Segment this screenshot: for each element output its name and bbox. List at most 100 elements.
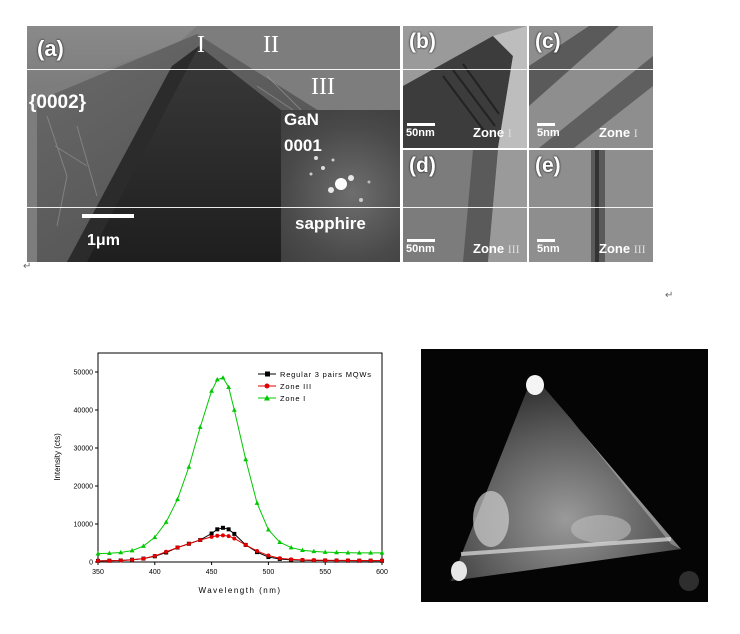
data-point (379, 550, 385, 555)
data-point (220, 525, 225, 530)
data-point (255, 548, 260, 553)
panel-c-label: (c) (535, 30, 561, 53)
legend-label-zone1: Zone I (280, 394, 306, 403)
divider-line (27, 207, 400, 208)
zone-mark-2: II (263, 32, 279, 58)
axis-ticks: 350 400 450 500 550 600 0 10000 20000 30000 40000 5… (74, 370, 388, 577)
y-axis-label: Intensity (cts) (53, 433, 62, 481)
data-point (323, 558, 328, 563)
data-point (277, 539, 283, 545)
scale-bar (537, 239, 555, 242)
zone-label: Zone III (599, 241, 646, 257)
data-point (300, 547, 305, 553)
data-point (254, 500, 260, 505)
data-point (215, 533, 220, 538)
x-tick-label: 350 (92, 569, 104, 576)
legend-label-regular: Regular 3 pairs MQWs (280, 370, 372, 379)
panel-d-micrograph: (d) 50nm Zone III (403, 150, 527, 262)
plot-frame (97, 352, 383, 563)
data-point (289, 557, 294, 562)
zone-number: III (633, 242, 646, 256)
return-mark: ↵ (23, 261, 32, 272)
legend-marker-zone1 (264, 395, 270, 401)
data-point (357, 558, 362, 563)
data-point (277, 556, 282, 561)
data-point (118, 558, 123, 563)
panel-b-label: (b) (409, 30, 436, 53)
diffraction-pattern (309, 156, 371, 202)
y-tick-label: 10000 (74, 522, 94, 529)
divider-line (403, 207, 527, 208)
zone-number: I (633, 126, 638, 140)
data-point (231, 407, 237, 412)
data-point (106, 550, 112, 556)
scale-label: 5nm (537, 127, 560, 139)
legend-marker-regular (265, 371, 270, 377)
data-point (197, 424, 203, 429)
series-line-1 (97, 534, 383, 562)
x-tick-label: 550 (319, 569, 331, 576)
x-tick-label: 600 (376, 569, 388, 576)
panel-e-label: (e) (535, 154, 561, 177)
zone-mark-1: I (197, 32, 205, 58)
panel-b-micrograph: (b) 50nm Zone I (403, 26, 527, 148)
data-point (311, 558, 316, 563)
data-point (226, 527, 231, 532)
y-tick-label: 40000 (74, 408, 94, 415)
divider-line (27, 69, 400, 70)
data-point (226, 534, 231, 539)
panel-c-image (529, 26, 653, 148)
series-layer (95, 375, 385, 563)
zone-label: Zone I (473, 125, 512, 141)
scale-label: 1μm (87, 232, 120, 249)
scale-label: 5nm (537, 243, 560, 255)
data-point (266, 553, 271, 558)
zone-label: Zone III (473, 241, 520, 257)
zone-word: Zone (473, 125, 505, 140)
data-point (152, 534, 158, 540)
inset-label-orientation: 0001 (284, 136, 322, 155)
series-line-2 (97, 377, 382, 555)
legend-label-zone3: Zone III (280, 382, 312, 391)
data-point (141, 556, 146, 561)
data-point (129, 548, 135, 553)
panel-e-micrograph: (e) 5nm Zone III (529, 150, 653, 262)
scale-bar (407, 239, 435, 242)
data-point (175, 496, 180, 502)
zone-word: Zone (599, 241, 631, 256)
data-point (95, 551, 101, 556)
zone-label: Zone I (599, 125, 638, 141)
data-point (164, 549, 169, 554)
divider-line (529, 207, 653, 208)
scale-bar (407, 123, 435, 126)
panel-b-image (403, 26, 527, 148)
return-mark: ↵ (665, 290, 674, 301)
data-point (300, 557, 305, 562)
zone-word: Zone (473, 241, 505, 256)
scale-bar (82, 214, 134, 218)
panel-d-image (403, 150, 527, 262)
data-point (152, 553, 157, 558)
data-point (334, 558, 339, 563)
panel-e-image (529, 150, 653, 262)
panel-a-image (27, 26, 400, 262)
x-tick-label: 500 (263, 569, 275, 576)
panel-a-label: (a) (37, 36, 64, 61)
data-point (368, 550, 374, 555)
inset-label-gan: GaN (284, 110, 319, 129)
diffraction-inset (281, 110, 400, 262)
zone-word: Zone (599, 125, 631, 140)
sapphire-label: sapphire (295, 214, 366, 233)
panel-d-label: (d) (409, 154, 436, 177)
data-point (243, 542, 248, 547)
x-axis-label: Wavelength (nm) (198, 586, 281, 595)
data-point (345, 550, 351, 555)
data-point (232, 536, 237, 541)
data-point (107, 558, 112, 563)
data-point (311, 548, 317, 554)
divider-line (529, 69, 653, 70)
y-tick-label: 30000 (74, 446, 94, 453)
y-tick-label: 0 (89, 560, 93, 567)
data-point (209, 388, 214, 393)
divider-line (403, 69, 527, 70)
